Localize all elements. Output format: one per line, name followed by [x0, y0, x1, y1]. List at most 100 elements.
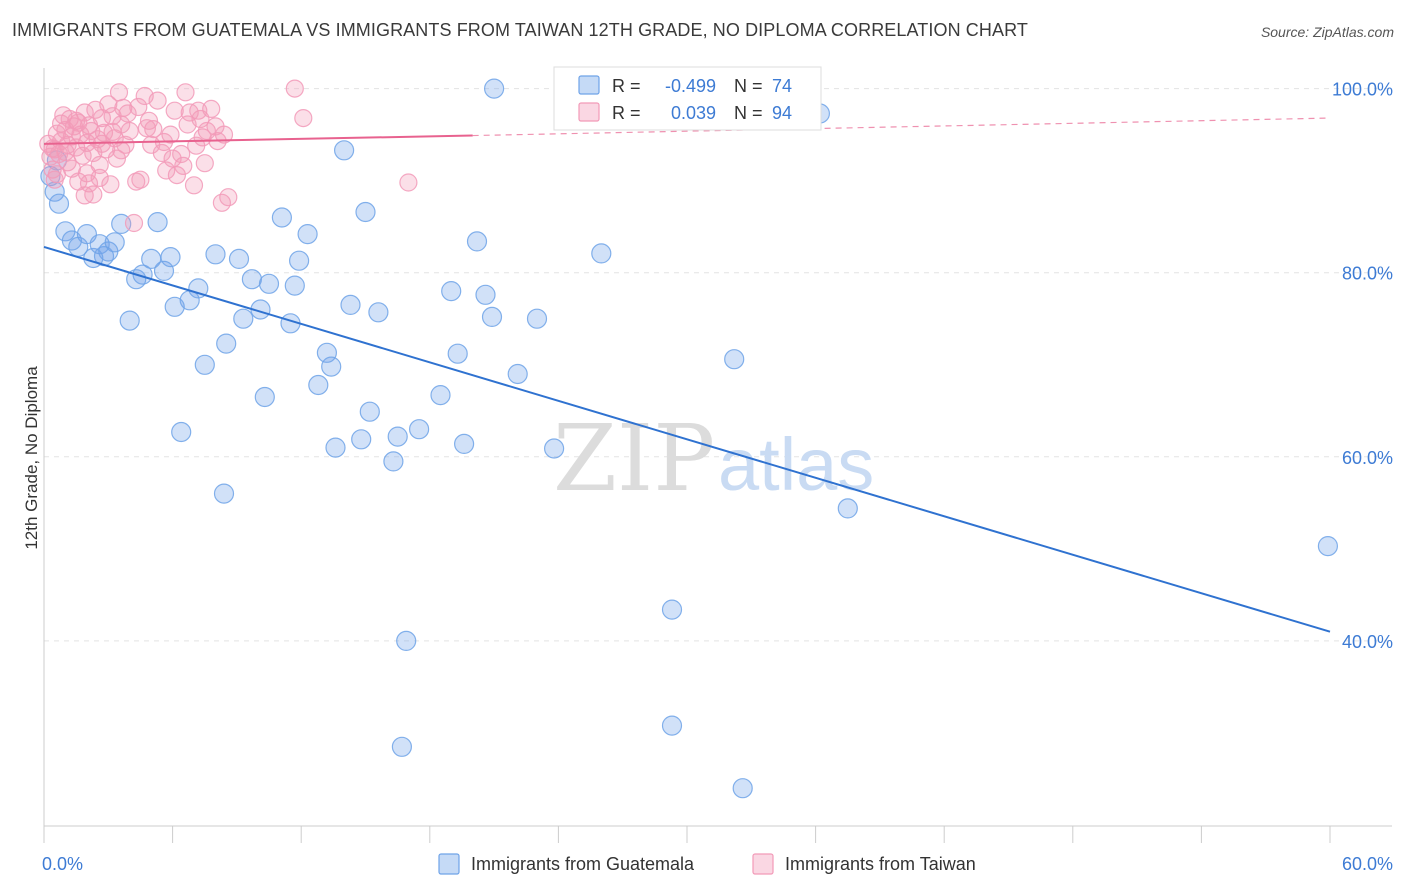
point-taiwan [148, 91, 167, 110]
point-taiwan [90, 155, 109, 175]
point-taiwan [75, 186, 94, 205]
point-guatemala [387, 426, 408, 447]
y-tick-label: 80.0% [1342, 264, 1393, 284]
trend-line-taiwan [43, 134, 473, 145]
point-guatemala [1317, 535, 1339, 557]
point-guatemala [233, 308, 254, 329]
point-taiwan [139, 111, 159, 130]
point-guatemala [359, 401, 380, 422]
point-taiwan [90, 168, 109, 187]
point-taiwan [206, 117, 225, 136]
legend-swatch-taiwan [578, 102, 600, 122]
point-taiwan [43, 139, 62, 158]
legend-swatch-guatemala [578, 75, 600, 95]
point-guatemala [661, 715, 683, 736]
point-guatemala [466, 231, 488, 252]
series-legend-label-taiwan: Immigrants from Taiwan [785, 854, 976, 874]
point-guatemala [284, 275, 305, 296]
point-taiwan [184, 176, 204, 195]
point-taiwan [79, 174, 99, 193]
point-guatemala [297, 224, 318, 245]
point-guatemala [661, 599, 683, 620]
watermark-zip: ZIP [553, 405, 715, 512]
point-taiwan [163, 149, 182, 168]
n-label: N = [734, 103, 763, 123]
point-taiwan [47, 165, 67, 184]
point-guatemala [289, 250, 310, 271]
point-taiwan [161, 125, 180, 144]
point-taiwan [112, 141, 131, 160]
point-taiwan [285, 79, 304, 98]
point-taiwan [178, 115, 197, 134]
point-taiwan [174, 156, 193, 175]
point-taiwan [58, 135, 77, 154]
point-guatemala [228, 248, 250, 269]
series-legend-item-taiwan: Immigrants from Taiwan [752, 853, 976, 875]
y-axis-label: 12th Grade, No Diploma [22, 366, 41, 550]
point-guatemala [188, 278, 209, 299]
n-label: N = [734, 76, 763, 96]
point-taiwan [107, 149, 127, 168]
point-guatemala [475, 284, 496, 305]
point-taiwan [120, 121, 139, 141]
point-guatemala [732, 778, 753, 799]
point-guatemala [308, 374, 329, 396]
point-guatemala [321, 356, 342, 377]
stats-legend: R = -0.499 N = 74 R = 0.039 N = 94 [553, 66, 822, 131]
series-legend: Immigrants from Guatemala Immigrants fro… [438, 853, 976, 875]
series-legend-item-guatemala: Immigrants from Guatemala [438, 853, 695, 875]
chart-title: IMMIGRANTS FROM GUATEMALA VS IMMIGRANTS … [12, 20, 1028, 40]
point-taiwan [195, 154, 214, 173]
point-guatemala [254, 386, 275, 408]
point-guatemala [241, 269, 262, 290]
point-taiwan [127, 172, 146, 191]
point-taiwan [99, 95, 118, 114]
point-guatemala [194, 354, 215, 375]
trend-line-guatemala [43, 245, 1331, 633]
point-guatemala [724, 349, 745, 370]
y-tick-label: 60.0% [1342, 448, 1393, 468]
points-taiwan [39, 79, 418, 233]
y-tick-label: 40.0% [1342, 632, 1393, 652]
point-guatemala [430, 385, 451, 406]
point-guatemala [355, 201, 376, 223]
point-guatemala [89, 234, 110, 255]
axes [43, 68, 1392, 843]
point-taiwan [101, 175, 120, 194]
point-guatemala [543, 438, 565, 459]
point-guatemala [325, 437, 346, 458]
stats-legend-row-taiwan: R = 0.039 N = 94 [578, 102, 792, 123]
x-tick-label-max: 60.0% [1342, 854, 1393, 874]
r-label: R = [612, 103, 641, 123]
r-value-guatemala: -0.499 [665, 76, 716, 96]
point-guatemala [334, 140, 355, 161]
point-taiwan [103, 122, 122, 141]
point-taiwan [399, 173, 418, 192]
point-taiwan [124, 213, 144, 233]
point-guatemala [484, 78, 505, 99]
point-guatemala [164, 296, 185, 317]
point-guatemala [271, 207, 292, 228]
point-guatemala [351, 429, 372, 450]
point-guatemala [171, 421, 192, 443]
point-taiwan [137, 119, 156, 138]
x-tick-label-min: 0.0% [42, 854, 83, 874]
point-taiwan [165, 101, 184, 120]
point-guatemala [591, 243, 612, 264]
point-guatemala [391, 736, 412, 757]
point-guatemala [205, 244, 226, 265]
point-guatemala [213, 483, 235, 504]
n-value-taiwan: 94 [772, 103, 792, 123]
point-guatemala [216, 333, 237, 354]
series-legend-swatch-guatemala [438, 853, 460, 875]
point-guatemala [441, 281, 462, 302]
point-guatemala [454, 433, 475, 454]
point-guatemala [481, 306, 503, 327]
point-guatemala [160, 247, 181, 268]
point-guatemala [396, 630, 417, 652]
point-taiwan [294, 108, 313, 128]
point-taiwan [129, 97, 148, 117]
point-guatemala [119, 310, 140, 331]
point-guatemala [837, 498, 858, 519]
